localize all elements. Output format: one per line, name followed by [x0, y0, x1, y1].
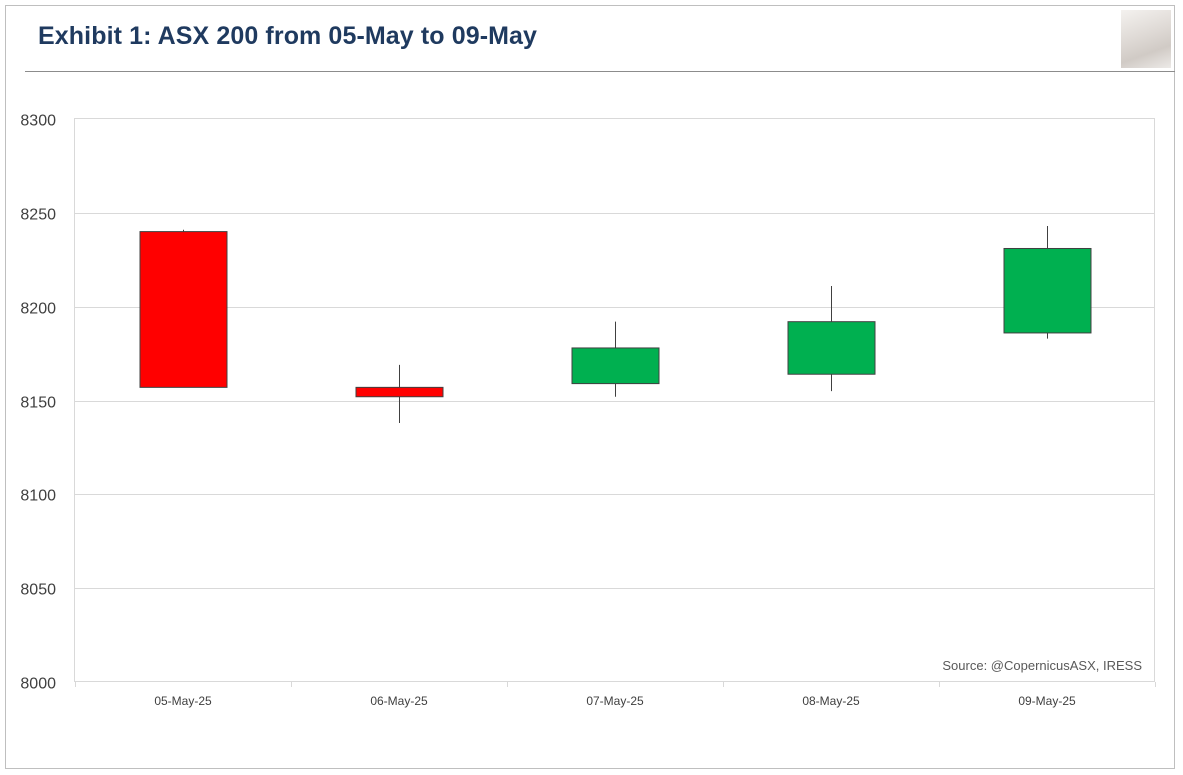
title-divider — [25, 71, 1175, 72]
y-tick-label: 8150 — [20, 395, 56, 412]
y-tick-label: 8200 — [20, 301, 56, 318]
x-tick-label: 07-May-25 — [586, 694, 644, 708]
y-tick-label: 8100 — [20, 488, 56, 505]
y-tick-label: 8250 — [20, 207, 56, 224]
candle — [787, 286, 876, 392]
candle-body — [355, 386, 444, 398]
gridlines — [75, 213, 1155, 589]
candle-body — [1003, 247, 1092, 334]
y-tick-label: 8000 — [20, 676, 56, 693]
candle-body — [139, 231, 228, 388]
y-tick-label: 8050 — [20, 582, 56, 599]
y-tick-label: 8300 — [20, 113, 56, 130]
x-tick-label: 06-May-25 — [370, 694, 428, 708]
statue-portrait-logo-icon — [1121, 10, 1171, 68]
candle-body — [787, 321, 876, 375]
x-axis: 05-May-25 06-May-25 07-May-25 08-May-25 09-M… — [75, 682, 1156, 708]
chart-title: Exhibit 1: ASX 200 from 05-May to 09-May — [38, 22, 538, 50]
y-axis: 8000 8050 8100 8150 8200 8250 8300 — [20, 113, 56, 693]
candle — [1003, 225, 1092, 339]
candle — [139, 229, 228, 388]
candles — [139, 225, 1092, 424]
x-tick-label: 05-May-25 — [154, 694, 212, 708]
x-tick-label: 09-May-25 — [1018, 694, 1076, 708]
chart-frame — [5, 5, 1175, 769]
candle — [571, 321, 660, 397]
candle — [355, 364, 444, 424]
source-note: Source: @CopernicusASX, IRESS — [942, 658, 1142, 673]
plot-area-border — [74, 118, 1155, 682]
x-tick-label: 08-May-25 — [802, 694, 860, 708]
candle-body — [571, 347, 660, 385]
